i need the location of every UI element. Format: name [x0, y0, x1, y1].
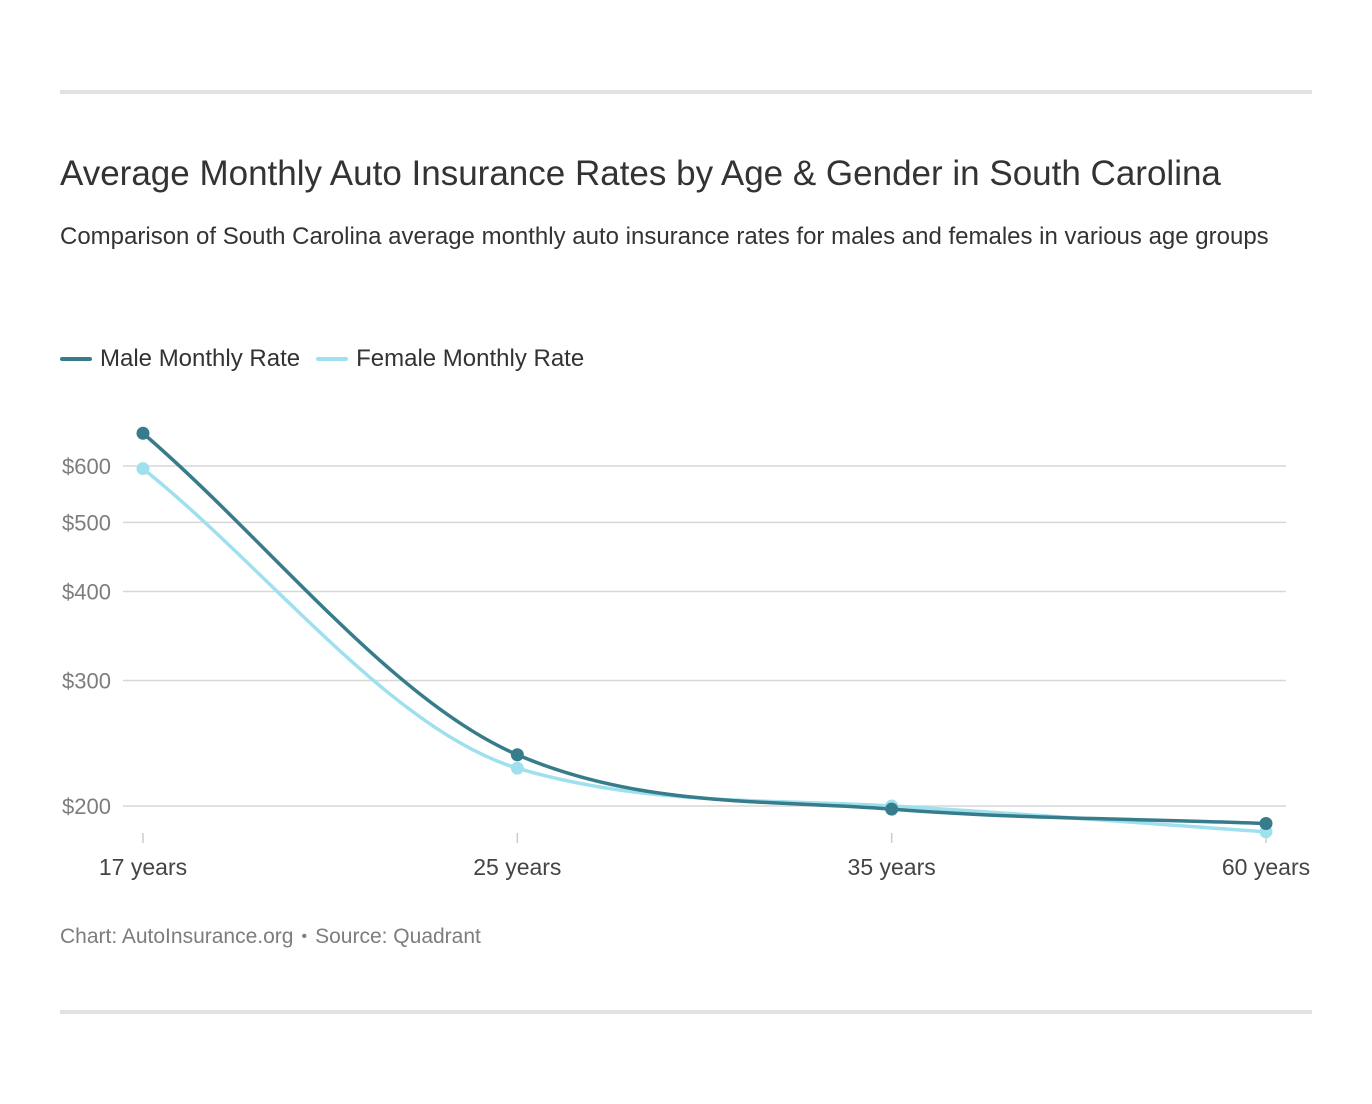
data-points — [136, 426, 1273, 839]
legend-item-male[interactable]: Male Monthly Rate — [60, 343, 300, 375]
top-divider — [60, 90, 1312, 94]
x-axis: 17 years 25 years 35 years 60 years — [99, 833, 1310, 880]
y-tick-label: $200 — [62, 794, 111, 819]
chart-credit: Chart: AutoInsurance.org — [60, 925, 294, 948]
grid-lines — [123, 465, 1286, 807]
data-point-male[interactable] — [885, 802, 899, 816]
data-point-female[interactable] — [510, 761, 524, 775]
y-tick-label: $400 — [62, 579, 111, 604]
bottom-divider — [60, 1010, 1312, 1014]
y-tick-label: $300 — [62, 669, 111, 694]
y-tick-label: $600 — [62, 454, 111, 479]
legend-swatch-female — [316, 357, 349, 361]
data-point-male[interactable] — [136, 426, 150, 440]
chart-legend: Male Monthly Rate Female Monthly Rate — [60, 343, 600, 375]
legend-swatch-male — [60, 357, 92, 361]
chart-source: Source: Quadrant — [315, 925, 481, 948]
x-tick-label: 17 years — [99, 854, 187, 880]
chart-footer: Chart: AutoInsurance.org • Source: Quadr… — [60, 922, 481, 952]
x-tick-label: 25 years — [473, 854, 561, 880]
legend-label-male: Male Monthly Rate — [100, 345, 301, 372]
series-lines — [141, 431, 1268, 834]
y-axis-labels: $200 $300 $400 $500 $600 — [62, 454, 111, 819]
footer-separator: • — [301, 928, 308, 945]
chart-title: Average Monthly Auto Insurance Rates by … — [60, 154, 1221, 193]
x-tick-label: 35 years — [848, 854, 936, 880]
legend-item-female[interactable]: Female Monthly Rate — [316, 343, 584, 375]
x-tick-label: 60 years — [1222, 854, 1310, 880]
series-line-male — [141, 431, 1268, 826]
data-point-male[interactable] — [1259, 817, 1273, 831]
data-point-female[interactable] — [136, 462, 150, 476]
y-tick-label: $500 — [62, 510, 111, 535]
chart-subtitle: Comparison of South Carolina average mon… — [60, 223, 1269, 250]
legend-label-female: Female Monthly Rate — [356, 345, 585, 372]
data-point-male[interactable] — [510, 748, 524, 762]
